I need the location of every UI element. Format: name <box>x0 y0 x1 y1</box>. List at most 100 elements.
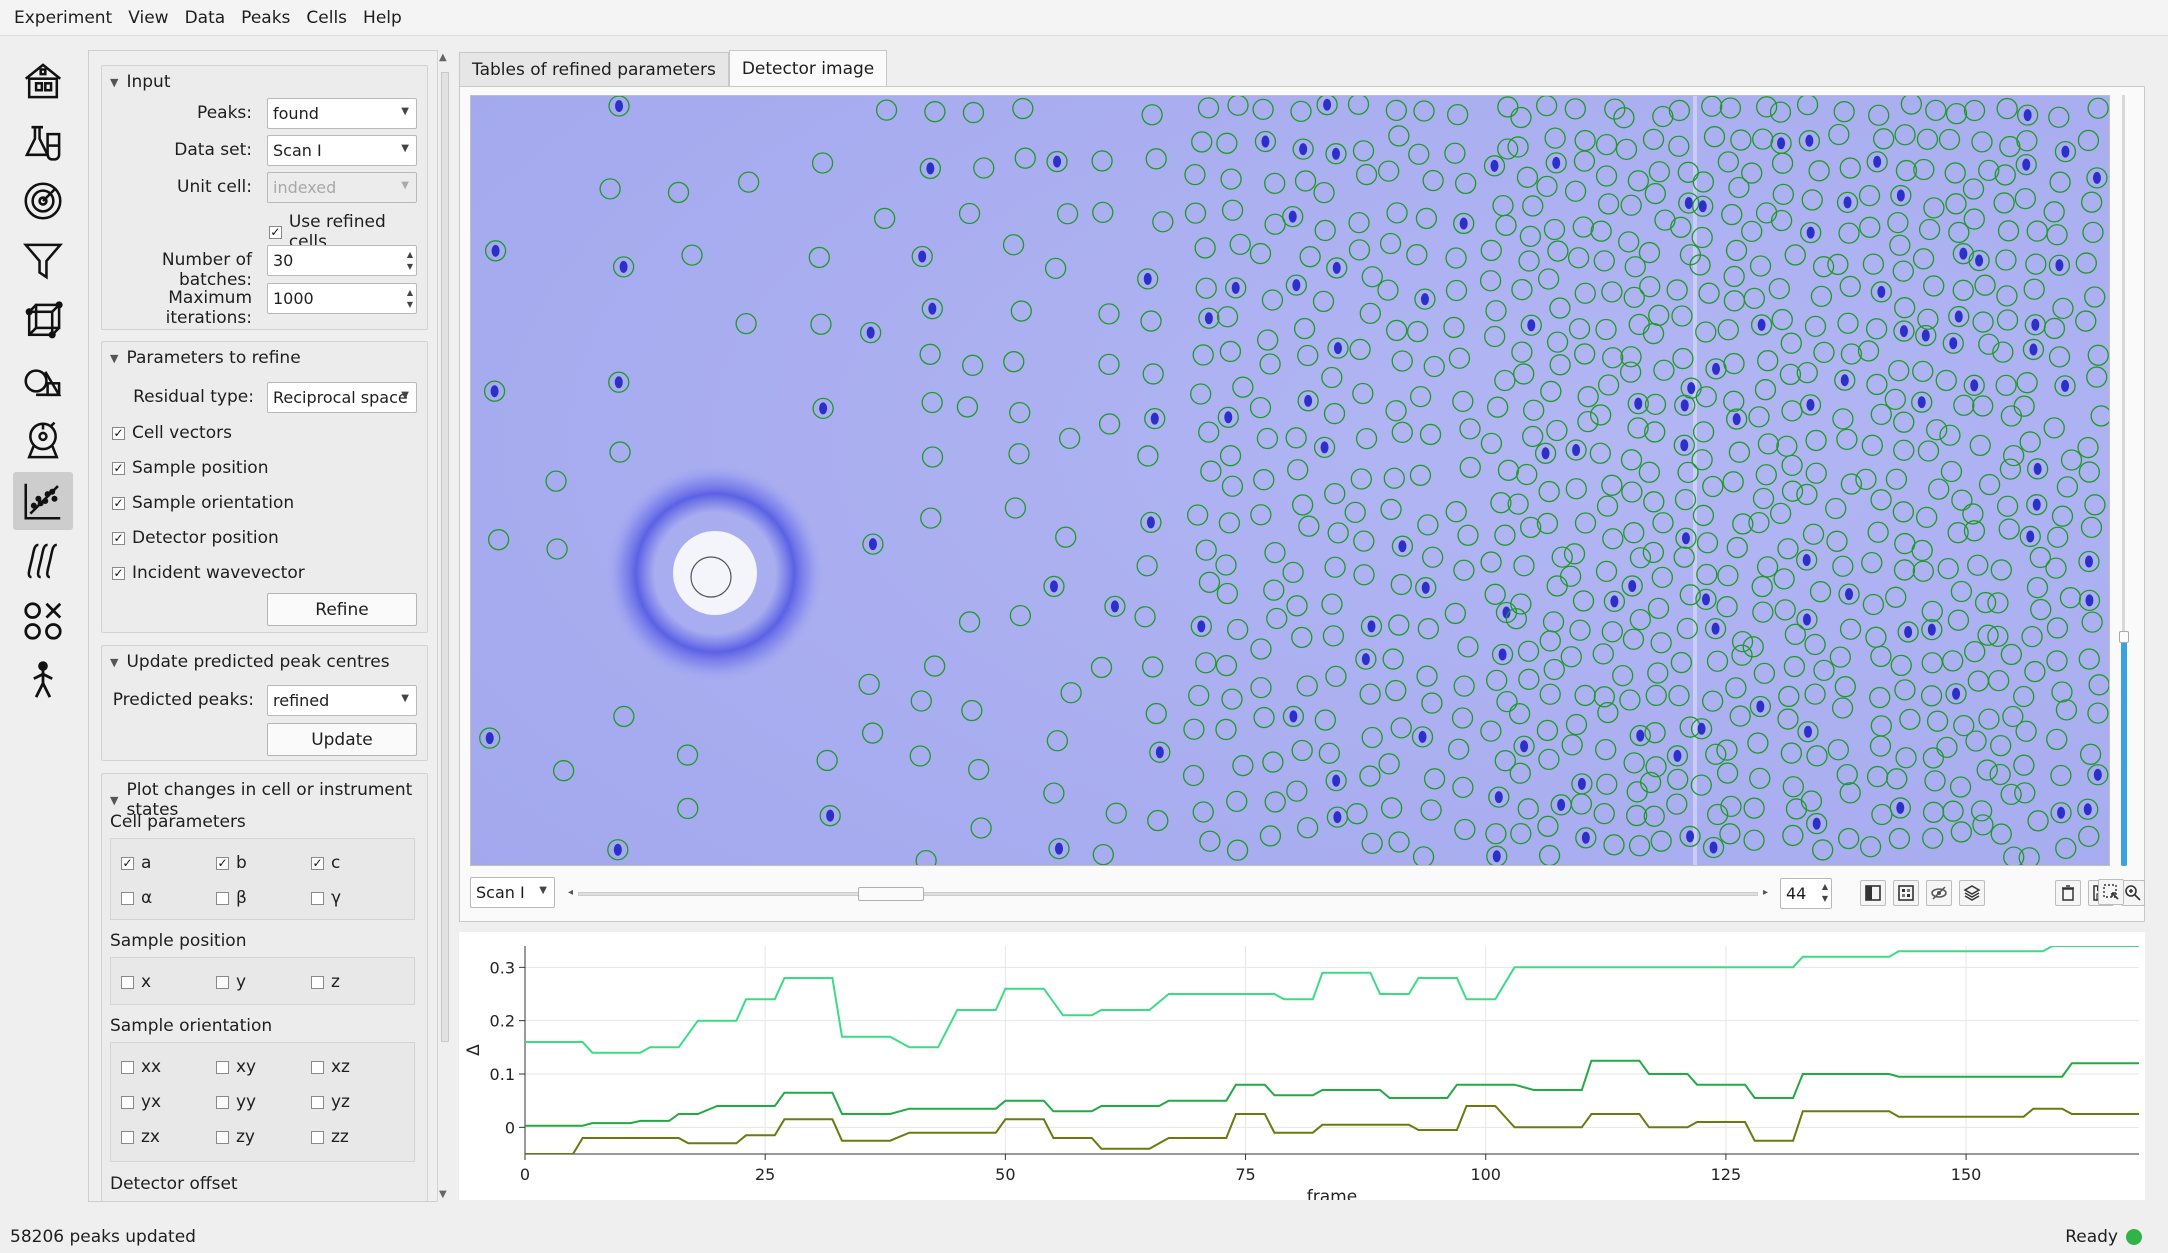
peak-marker[interactable] <box>1486 845 1508 866</box>
peak-marker[interactable] <box>1812 256 1835 278</box>
peak-marker[interactable] <box>1414 288 1436 310</box>
frame-slider[interactable]: ◂ ▸ <box>568 887 1768 901</box>
peak-marker[interactable] <box>1990 559 2012 581</box>
peak-marker[interactable] <box>1539 683 1561 705</box>
peak-marker[interactable] <box>1346 803 1368 825</box>
peak-marker[interactable] <box>1780 742 1803 764</box>
peak-marker[interactable] <box>808 246 830 269</box>
refine-icon[interactable] <box>13 472 73 530</box>
sample-position-z-checkbox[interactable]: z <box>311 972 340 992</box>
peak-marker[interactable] <box>1423 355 1445 378</box>
peak-marker[interactable] <box>1939 424 1961 446</box>
merge-icon[interactable] <box>13 592 73 650</box>
peak-marker[interactable] <box>1620 346 1642 368</box>
peak-marker[interactable] <box>1543 218 1566 241</box>
peak-marker[interactable] <box>2013 395 2035 417</box>
peak-marker[interactable] <box>1772 183 1794 205</box>
peak-marker[interactable] <box>1866 373 1888 396</box>
peak-marker[interactable] <box>1198 421 1220 443</box>
peak-marker[interactable] <box>1486 396 1509 418</box>
peak-marker[interactable] <box>1296 817 1319 839</box>
peak-marker[interactable] <box>1046 730 1069 752</box>
peak-marker[interactable] <box>1511 278 1533 301</box>
peak-marker[interactable] <box>1837 312 1859 334</box>
peak-marker[interactable] <box>1575 827 1597 849</box>
peak-marker[interactable] <box>1643 491 1665 513</box>
peak-marker[interactable] <box>1628 835 1651 857</box>
peak-marker[interactable] <box>861 722 884 744</box>
peak-marker[interactable] <box>1741 220 1763 243</box>
peak-marker[interactable] <box>1717 151 1739 173</box>
peak-marker[interactable] <box>1044 257 1067 280</box>
peak-marker[interactable] <box>1538 748 1560 771</box>
peak-marker[interactable] <box>1719 97 1742 119</box>
peak-marker[interactable] <box>1327 337 1349 359</box>
peak-marker[interactable] <box>1870 645 1892 668</box>
checkbox-box[interactable]: ✓ <box>121 855 134 870</box>
peak-marker[interactable] <box>1324 482 1346 505</box>
peak-marker[interactable] <box>923 655 946 677</box>
peak-marker[interactable] <box>1494 369 1516 392</box>
peak-marker[interactable] <box>1419 423 1442 446</box>
peak-marker[interactable] <box>968 758 990 781</box>
peak-marker[interactable] <box>1572 590 1595 612</box>
peak-marker[interactable] <box>910 690 932 712</box>
peak-marker[interactable] <box>1726 536 1748 559</box>
peak-marker[interactable] <box>1672 347 1694 370</box>
peak-marker[interactable] <box>1868 104 1890 126</box>
gradient-icon[interactable] <box>1893 880 1919 906</box>
peak-marker[interactable] <box>1796 549 1818 571</box>
scroll-up-icon[interactable]: ▲ <box>439 52 447 63</box>
peak-marker[interactable] <box>1544 127 1566 149</box>
peak-marker[interactable] <box>1322 625 1345 647</box>
peak-marker[interactable] <box>1510 106 1532 129</box>
peak-marker[interactable] <box>1749 255 1772 277</box>
peak-marker[interactable] <box>1014 147 1036 169</box>
peak-marker[interactable] <box>1949 776 1972 798</box>
peak-marker[interactable] <box>607 839 629 861</box>
peak-marker[interactable] <box>2087 97 2109 119</box>
peak-marker[interactable] <box>1978 473 2001 496</box>
peak-marker[interactable] <box>1291 494 1314 516</box>
peak-marker[interactable] <box>1963 374 1985 396</box>
peak-marker[interactable] <box>1601 281 1623 303</box>
peak-marker[interactable] <box>1666 793 1688 815</box>
peak-marker[interactable] <box>1546 331 1569 353</box>
peak-marker[interactable] <box>2078 825 2100 848</box>
peak-marker[interactable] <box>1216 582 1239 605</box>
peak-marker[interactable] <box>1668 99 1691 122</box>
peak-marker[interactable] <box>1348 239 1371 261</box>
hide-peaks-icon[interactable] <box>1926 880 1952 906</box>
peak-marker[interactable] <box>1785 798 1808 820</box>
peak-marker[interactable] <box>1409 464 1432 486</box>
peak-marker[interactable] <box>1809 581 1832 603</box>
peak-marker[interactable] <box>1886 768 1908 790</box>
peak-marker[interactable] <box>1513 555 1535 577</box>
peak-marker[interactable] <box>1858 184 1881 207</box>
peak-marker[interactable] <box>1197 97 1220 119</box>
peak-marker[interactable] <box>1569 619 1591 641</box>
peak-marker[interactable] <box>1485 823 1507 845</box>
peak-marker[interactable] <box>1221 475 1244 497</box>
peak-marker[interactable] <box>1827 739 1849 761</box>
peak-marker[interactable] <box>816 749 838 772</box>
peak-marker[interactable] <box>1644 421 1666 443</box>
peak-marker[interactable] <box>1644 182 1666 205</box>
peak-marker[interactable] <box>1589 442 1611 464</box>
peak-marker[interactable] <box>1058 427 1081 450</box>
peak-marker[interactable] <box>1297 390 1319 412</box>
peak-marker[interactable] <box>2026 576 2049 599</box>
peak-marker[interactable] <box>1546 419 1568 442</box>
frame-spinbox[interactable]: 44 ▲ ▼ <box>1780 878 1832 909</box>
peak-marker[interactable] <box>1261 289 1284 311</box>
peak-marker[interactable] <box>2078 461 2101 483</box>
peak-marker[interactable] <box>1861 434 1883 456</box>
update-group-title[interactable]: ▼ Update predicted peak centres <box>110 652 390 672</box>
peak-marker[interactable] <box>1453 559 1475 581</box>
peak-marker[interactable] <box>1520 314 1542 336</box>
peak-marker[interactable] <box>1324 556 1346 578</box>
peak-marker[interactable] <box>1142 363 1164 385</box>
panel-scrollbar[interactable]: ▲ ▼ <box>437 50 451 1202</box>
peak-marker[interactable] <box>2013 754 2035 776</box>
peak-marker[interactable] <box>2015 720 2037 742</box>
